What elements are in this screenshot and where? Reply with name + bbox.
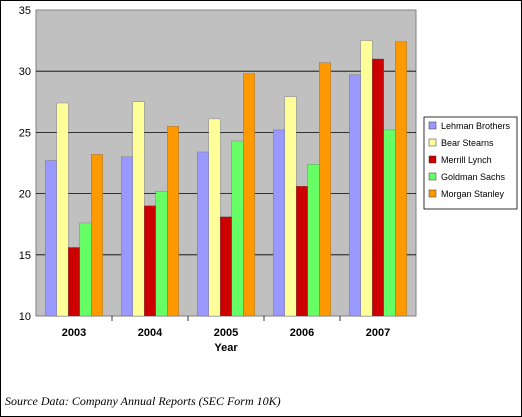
bar [349, 74, 361, 317]
bar [273, 129, 285, 317]
x-axis-label: Year [214, 342, 238, 354]
bars [45, 40, 407, 317]
bar [243, 73, 255, 317]
legend-swatch [428, 121, 437, 130]
y-tick-label: 15 [19, 250, 31, 262]
bar [395, 41, 407, 317]
x-tick-label: 2004 [138, 327, 163, 339]
x-axis-ticks: 2003 2004 2005 2006 2007 [62, 316, 390, 339]
y-axis-ticks: 10 15 20 25 30 35 [19, 5, 31, 323]
legend-label: Morgan Stanley [441, 189, 505, 199]
legend-label: Lehman Brothers [441, 121, 511, 131]
source-note: Source Data: Company Annual Reports (SEC… [5, 394, 281, 408]
legend-swatch [428, 138, 437, 147]
bar [296, 186, 308, 317]
y-tick-label: 35 [19, 5, 31, 17]
legend-swatch [428, 155, 437, 164]
legend-label: Merrill Lynch [441, 155, 492, 165]
bar [197, 151, 209, 317]
x-tick-label: 2003 [62, 327, 86, 339]
bar [231, 140, 244, 317]
bar [91, 154, 103, 317]
legend-swatch [428, 189, 437, 198]
bar [45, 160, 57, 317]
bar [383, 129, 396, 317]
bar [319, 62, 331, 317]
bar [68, 247, 80, 317]
bar [121, 156, 133, 317]
legend-label: Goldman Sachs [441, 172, 506, 182]
x-tick-label: 2007 [366, 327, 390, 339]
bar [167, 126, 179, 317]
legend-swatch [428, 172, 437, 181]
legend: Lehman Brothers Bear Stearns Merrill Lynch… [423, 116, 518, 210]
y-tick-label: 10 [19, 311, 31, 323]
bar [360, 40, 373, 317]
bar [208, 118, 221, 317]
bar [220, 216, 232, 317]
y-tick-label: 25 [19, 127, 31, 139]
bar [284, 96, 297, 317]
bar [372, 58, 384, 317]
bar [79, 222, 92, 317]
x-tick-label: 2006 [290, 327, 314, 339]
bar [144, 205, 156, 317]
legend-box [423, 116, 518, 210]
x-tick-label: 2005 [214, 327, 238, 339]
y-tick-label: 20 [19, 189, 31, 201]
bar [56, 102, 69, 317]
y-tick-label: 30 [19, 66, 31, 78]
bar-chart: 10 15 20 25 30 35 2003 2004 2005 2006 2007 Year L… [19, 5, 518, 354]
legend-label: Bear Stearns [441, 138, 494, 148]
bar [307, 164, 320, 317]
bar [132, 101, 145, 317]
bar [155, 191, 168, 317]
